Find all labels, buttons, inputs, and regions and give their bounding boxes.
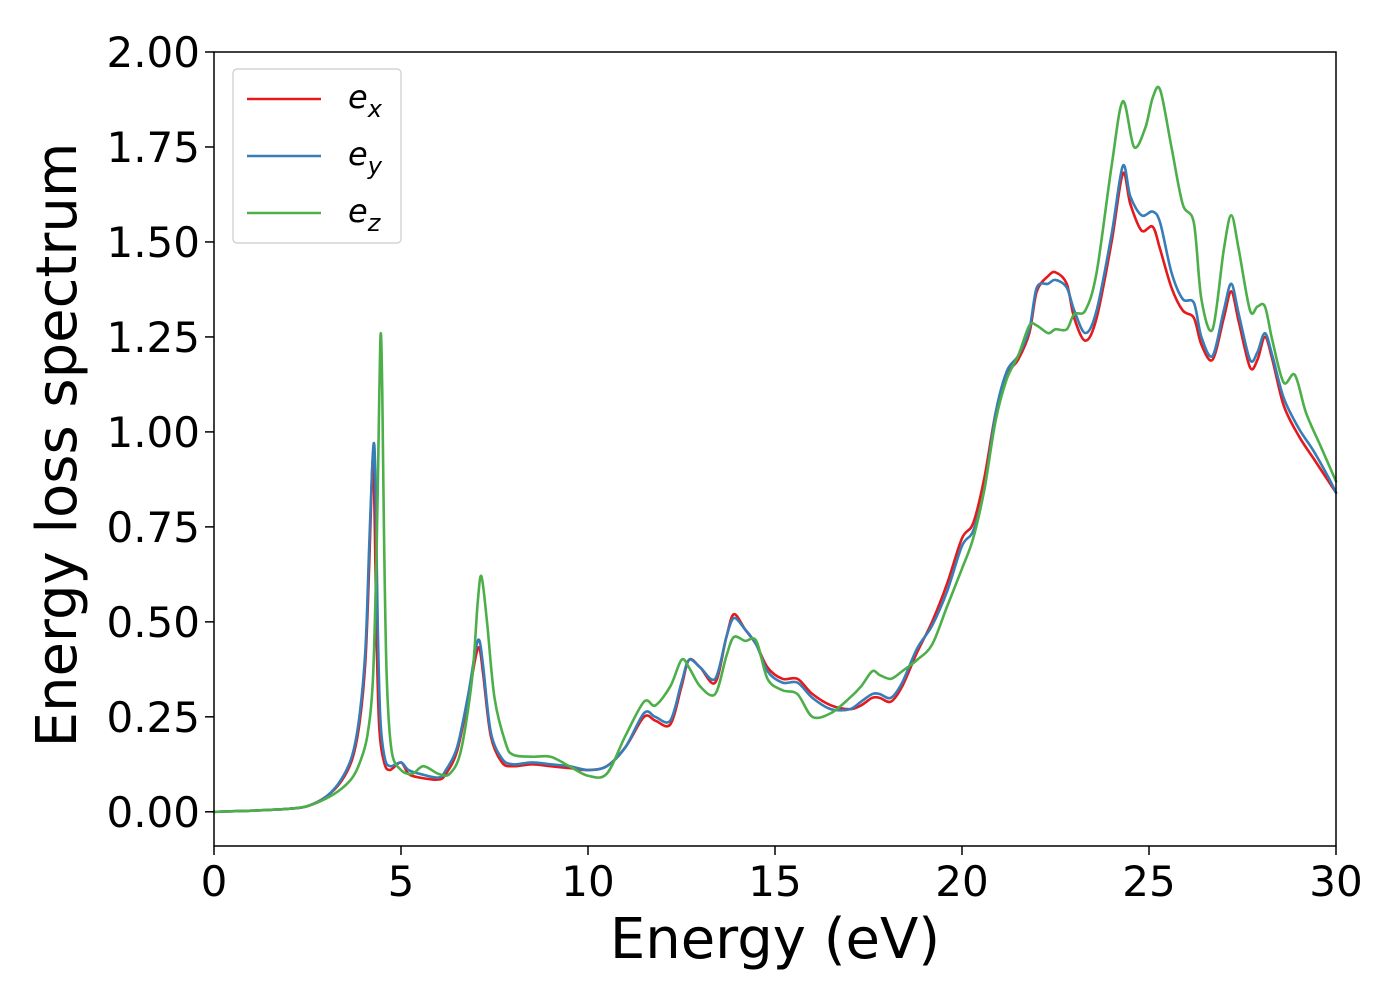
series-layer (212, 85, 1338, 814)
x-axis-title: Energy (eV) (610, 907, 940, 972)
legend-label-subscript: z (367, 209, 382, 237)
legend-label-ez: ez (348, 192, 382, 237)
y-tick-label-2.00: 2.00 (106, 28, 200, 77)
y-axis-title: Energy loss spectrum (25, 143, 90, 748)
x-tick-label-15: 15 (748, 857, 801, 906)
y-tick-label-0.75: 0.75 (106, 503, 200, 552)
x-tick-label-0: 0 (201, 857, 228, 906)
legend-label-base: e (348, 192, 368, 230)
x-axis: 0 5 10 15 20 25 30 (201, 846, 1363, 906)
legend-label-base: e (348, 78, 368, 116)
legend-label-subscript: x (367, 95, 383, 123)
legend-label-ey: ey (348, 135, 383, 180)
y-tick-label-0.25: 0.25 (106, 693, 200, 742)
y-tick-label-1.50: 1.50 (106, 218, 200, 267)
x-tick-label-30: 30 (1309, 857, 1362, 906)
y-tick-label-1.75: 1.75 (106, 123, 200, 172)
y-tick-label-1.00: 1.00 (106, 408, 200, 457)
x-tick-label-5: 5 (388, 857, 415, 906)
legend-label-ex: ex (348, 78, 383, 123)
y-axis: 0.00 0.25 0.50 0.75 1.00 1.25 1.50 1.75 2.00 (106, 28, 214, 837)
series-line-ex (212, 171, 1338, 814)
x-tick-label-20: 20 (935, 857, 988, 906)
y-tick-label-0.00: 0.00 (106, 788, 200, 837)
x-tick-label-25: 25 (1122, 857, 1175, 906)
legend-label-base: e (348, 135, 368, 173)
series-line-ey (212, 163, 1338, 814)
y-tick-label-0.50: 0.50 (106, 598, 200, 647)
x-tick-label-10: 10 (561, 857, 614, 906)
y-tick-label-1.25: 1.25 (106, 313, 200, 362)
series-line-ez (212, 85, 1338, 814)
legend-label-subscript: y (367, 152, 383, 180)
